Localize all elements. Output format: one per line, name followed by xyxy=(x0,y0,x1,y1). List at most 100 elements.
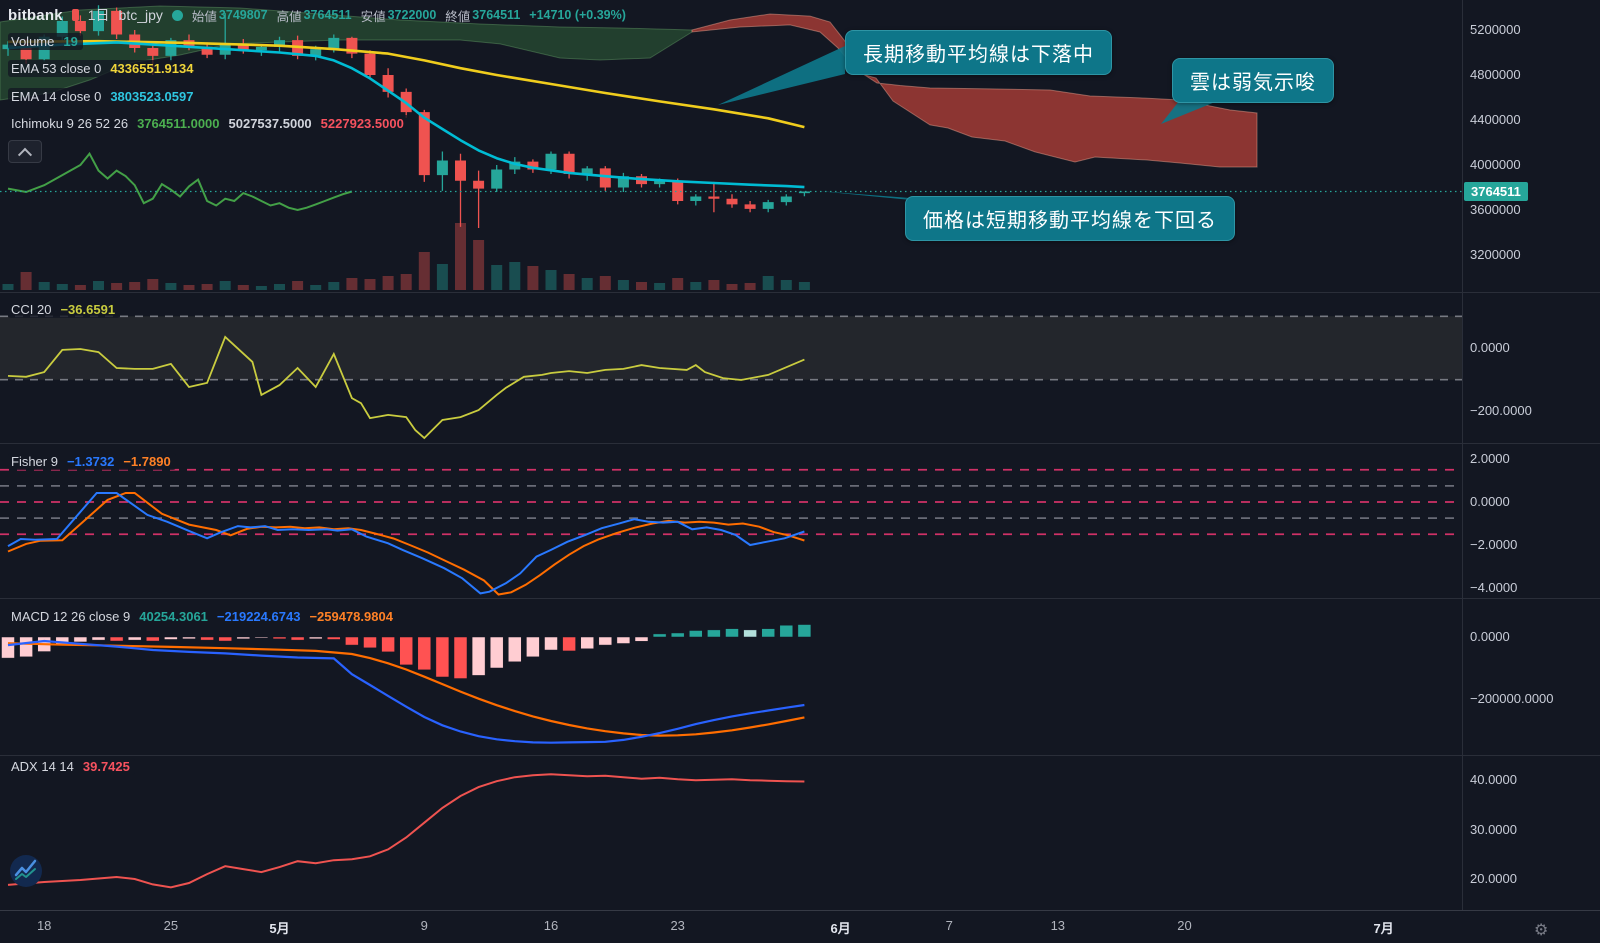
macd-histogram-bar xyxy=(91,636,106,641)
volume-bar xyxy=(364,279,376,290)
macd-histogram-bar xyxy=(1,636,15,659)
legend-adx[interactable]: ADX 14 14 39.7425 xyxy=(8,758,135,775)
volume-bar xyxy=(255,286,267,290)
callout-cloud-bearish[interactable]: 雲は弱気示唆 xyxy=(1172,58,1334,103)
axis-settings-gear-icon[interactable]: ⚙ xyxy=(1534,922,1549,939)
macd-histogram-bar xyxy=(146,636,160,642)
macd-histogram-bar xyxy=(417,636,432,671)
legend-ichimoku[interactable]: Ichimoku 9 26 52 26 3764511.0000 5027537… xyxy=(8,115,409,132)
callout-tail-cloud-bearish xyxy=(1161,96,1220,124)
ichimoku-value-1: 3764511.0000 xyxy=(137,116,220,131)
legend-fisher[interactable]: Fisher 9 −1.3732 −1.7890 xyxy=(8,453,176,470)
macd-histogram-bar xyxy=(345,636,359,646)
callout-price-below-ma[interactable]: 価格は短期移動平均線を下回る xyxy=(905,196,1235,241)
candle-body xyxy=(93,10,104,32)
legend-ema53[interactable]: EMA 53 close 0 4336551.9134 xyxy=(8,60,199,77)
candle-style-icon[interactable] xyxy=(71,9,79,21)
volume-bar xyxy=(744,283,756,290)
volume-bar xyxy=(201,284,213,290)
macd-label: MACD 12 26 close 9 xyxy=(11,609,131,624)
collapse-indicators-button[interactable] xyxy=(8,140,42,163)
volume-bar xyxy=(581,278,593,290)
last-price-badge: 3764511 xyxy=(1464,182,1528,202)
volume-bar xyxy=(147,279,159,290)
candle-body xyxy=(509,161,521,170)
symbol-header: bitbank 1日 btc_jpy 始値 3749807 高値 3764511 安… xyxy=(8,5,626,25)
ema14-label: EMA 14 close 0 xyxy=(11,89,102,104)
fisher-line xyxy=(7,492,805,595)
macd-histogram-bar xyxy=(652,633,667,638)
exchange-name[interactable]: bitbank xyxy=(8,6,63,24)
adx-axis-label: 40.0000 xyxy=(1470,772,1517,788)
volume-bar xyxy=(617,280,629,290)
macd-histogram-bar xyxy=(598,636,613,646)
candle-body xyxy=(617,176,629,188)
volume-bar xyxy=(165,283,177,290)
candle-body xyxy=(708,196,720,199)
macd-histogram-bar xyxy=(508,636,522,663)
macd-histogram-bar xyxy=(182,636,196,640)
macd-histogram-bar xyxy=(453,636,468,679)
candle-body xyxy=(780,196,792,203)
cci-band xyxy=(0,316,1462,380)
macd-histogram-bar xyxy=(164,636,178,640)
adx-label: ADX 14 14 xyxy=(11,759,74,774)
macd-histogram-bar xyxy=(797,624,812,638)
macd-line-value: −219224.6743 xyxy=(216,609,301,624)
symbol-name[interactable]: btc_jpy xyxy=(118,7,163,23)
candle-body xyxy=(436,160,448,176)
price-axis-label: 4400000 xyxy=(1470,111,1521,127)
candle-body xyxy=(382,74,394,92)
candle-body xyxy=(690,196,702,201)
volume-bar xyxy=(636,282,647,290)
candle-body xyxy=(654,180,666,185)
ichimoku-label: Ichimoku 9 26 52 26 xyxy=(11,116,129,131)
candle-body xyxy=(20,44,32,60)
volume-bar xyxy=(20,272,32,290)
legend-cci[interactable]: CCI 20 −36.6591 xyxy=(8,301,121,318)
candle-body xyxy=(726,198,738,205)
volume-bar xyxy=(690,282,702,290)
volume-bar xyxy=(491,265,503,290)
volume-bar xyxy=(74,285,86,290)
volume-bar xyxy=(563,274,575,290)
candle-body xyxy=(473,180,485,189)
candle-body xyxy=(255,46,267,51)
ohlc-low: 安値 3722000 xyxy=(360,8,437,24)
volume-label: Volume xyxy=(11,34,55,49)
macd-histogram-bar xyxy=(725,628,739,638)
ema14-value: 3803523.0597 xyxy=(110,89,194,104)
volume-bar xyxy=(436,264,448,290)
fisher-axis-label: −2.0000 xyxy=(1470,537,1518,552)
price-axis-label: 4800000 xyxy=(1470,66,1521,82)
time-axis-label: 13 xyxy=(1050,918,1066,933)
macd-histogram-bar xyxy=(435,636,450,678)
callout-long-term-ma[interactable]: 長期移動平均線は下落中 xyxy=(845,30,1112,75)
macd-histogram-bar xyxy=(272,636,287,640)
volume-bar xyxy=(455,223,466,290)
macd-histogram-bar xyxy=(109,636,124,642)
macd-histogram-bar xyxy=(399,636,413,666)
legend-volume[interactable]: Volume 19 xyxy=(8,33,83,50)
candle-body xyxy=(545,153,557,170)
fisher-axis-label: 2.0000 xyxy=(1470,451,1510,466)
price-axis-label: 4000000 xyxy=(1470,156,1521,172)
candle-body xyxy=(491,169,503,189)
ema53-line xyxy=(7,39,805,129)
cci-axis-label: 0.0000 xyxy=(1470,340,1510,355)
interval-selector[interactable]: 1日 xyxy=(87,7,110,23)
candle-body xyxy=(672,180,684,201)
candle-body xyxy=(165,40,177,56)
market-status-icon xyxy=(171,9,183,21)
legend-macd[interactable]: MACD 12 26 close 9 40254.3061 −219224.67… xyxy=(8,608,398,625)
legend-ema14[interactable]: EMA 14 close 0 3803523.0597 xyxy=(8,88,199,105)
volume-bar xyxy=(328,282,340,290)
volume-bar xyxy=(654,283,666,290)
volume-bar xyxy=(111,283,123,290)
time-axis-label: 5月 xyxy=(269,921,290,936)
price-axis-label: 3200000 xyxy=(1470,246,1521,262)
tradingview-logo[interactable] xyxy=(8,853,44,889)
adx-axis-label: 20.0000 xyxy=(1470,871,1517,886)
